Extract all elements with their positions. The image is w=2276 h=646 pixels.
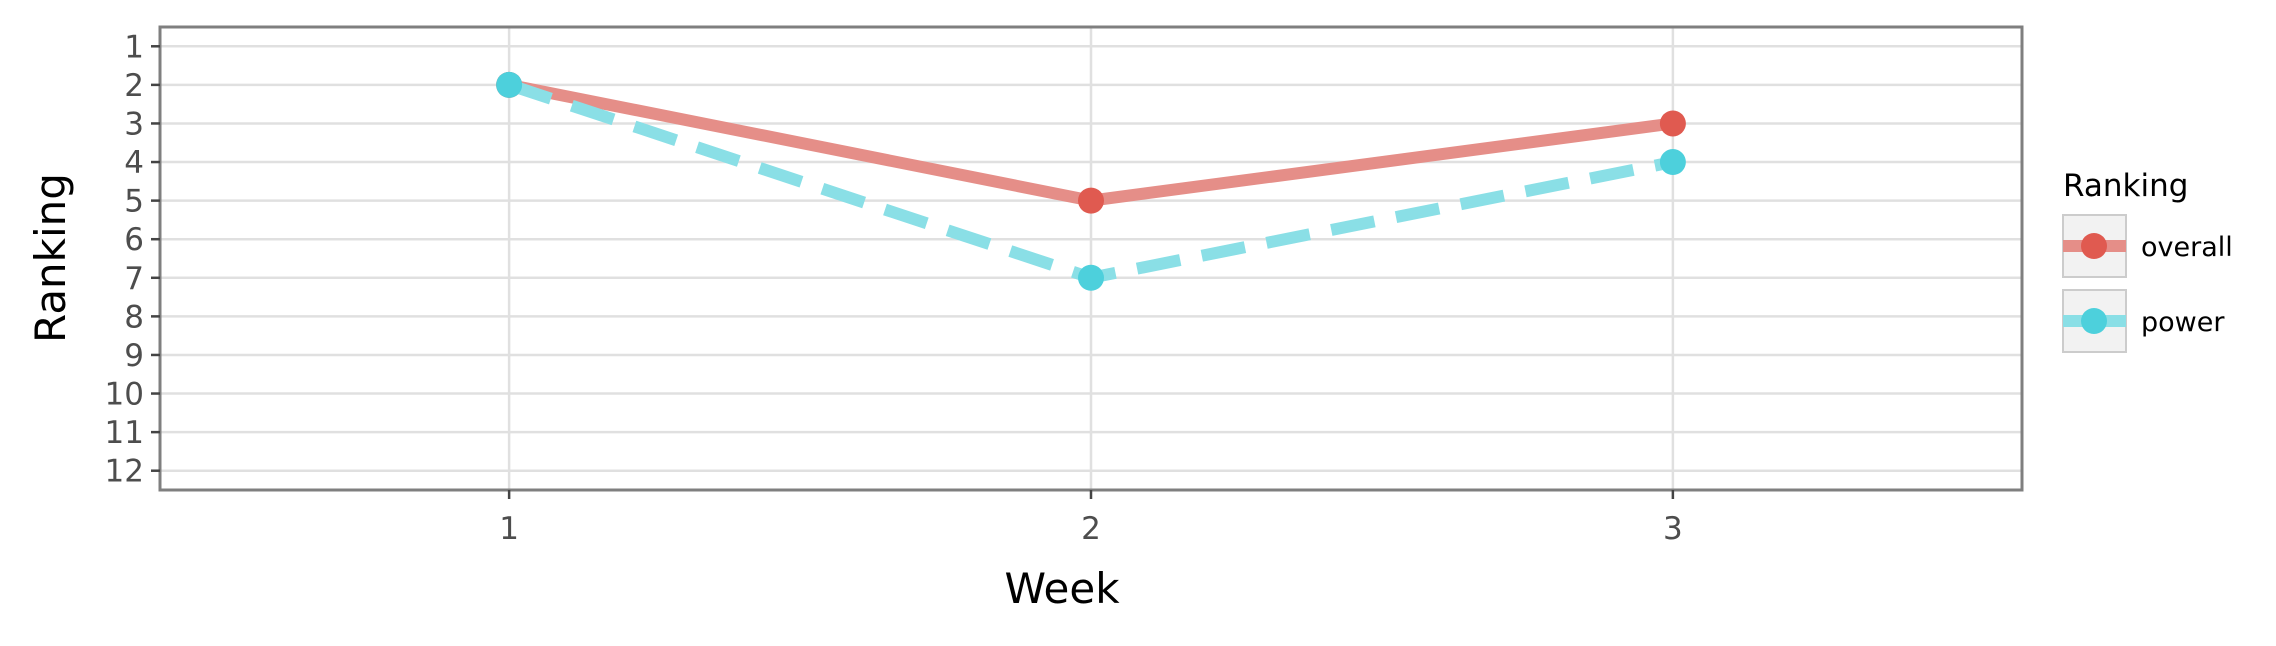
- legend: Ranking overall power: [2062, 168, 2233, 353]
- y-tick-label: 8: [124, 299, 144, 335]
- y-tick-label: 7: [124, 261, 144, 297]
- y-tick-label: 1: [124, 29, 144, 65]
- data-point-overall: [1078, 187, 1104, 214]
- legend-item-overall: overall: [2062, 214, 2233, 278]
- legend-label-overall: overall: [2141, 232, 2233, 263]
- legend-title: Ranking: [2063, 168, 2188, 204]
- y-tick-label: 6: [124, 222, 144, 258]
- x-axis-label: Week: [1004, 564, 1120, 613]
- legend-key-point: [2081, 308, 2107, 334]
- x-tick-label: 3: [1663, 511, 1683, 547]
- grid-lines: [160, 27, 2022, 490]
- data-point-overall: [1659, 110, 1686, 137]
- x-tick-label: 2: [1081, 511, 1101, 547]
- y-tick-label: 2: [124, 68, 144, 104]
- legend-item-power: power: [2062, 289, 2225, 353]
- y-tick-label: 10: [105, 377, 144, 413]
- y-tick-label: 12: [105, 454, 144, 490]
- legend-items: overall power: [2062, 214, 2233, 353]
- data-point-power: [1659, 149, 1686, 176]
- y-tick-label: 3: [124, 106, 144, 142]
- x-tick-label: 1: [499, 511, 519, 547]
- series-power: [496, 71, 1686, 291]
- series-layer: [496, 71, 1686, 291]
- legend-key-point: [2081, 233, 2107, 259]
- data-point-power: [496, 71, 523, 98]
- y-axis-label: Ranking: [26, 173, 75, 343]
- y-tick-label: 9: [124, 338, 144, 374]
- y-tick-label: 5: [124, 184, 144, 220]
- data-point-power: [1078, 264, 1104, 291]
- y-tick-label: 4: [124, 145, 144, 181]
- y-tick-label: 11: [105, 415, 144, 451]
- legend-label-power: power: [2141, 307, 2225, 338]
